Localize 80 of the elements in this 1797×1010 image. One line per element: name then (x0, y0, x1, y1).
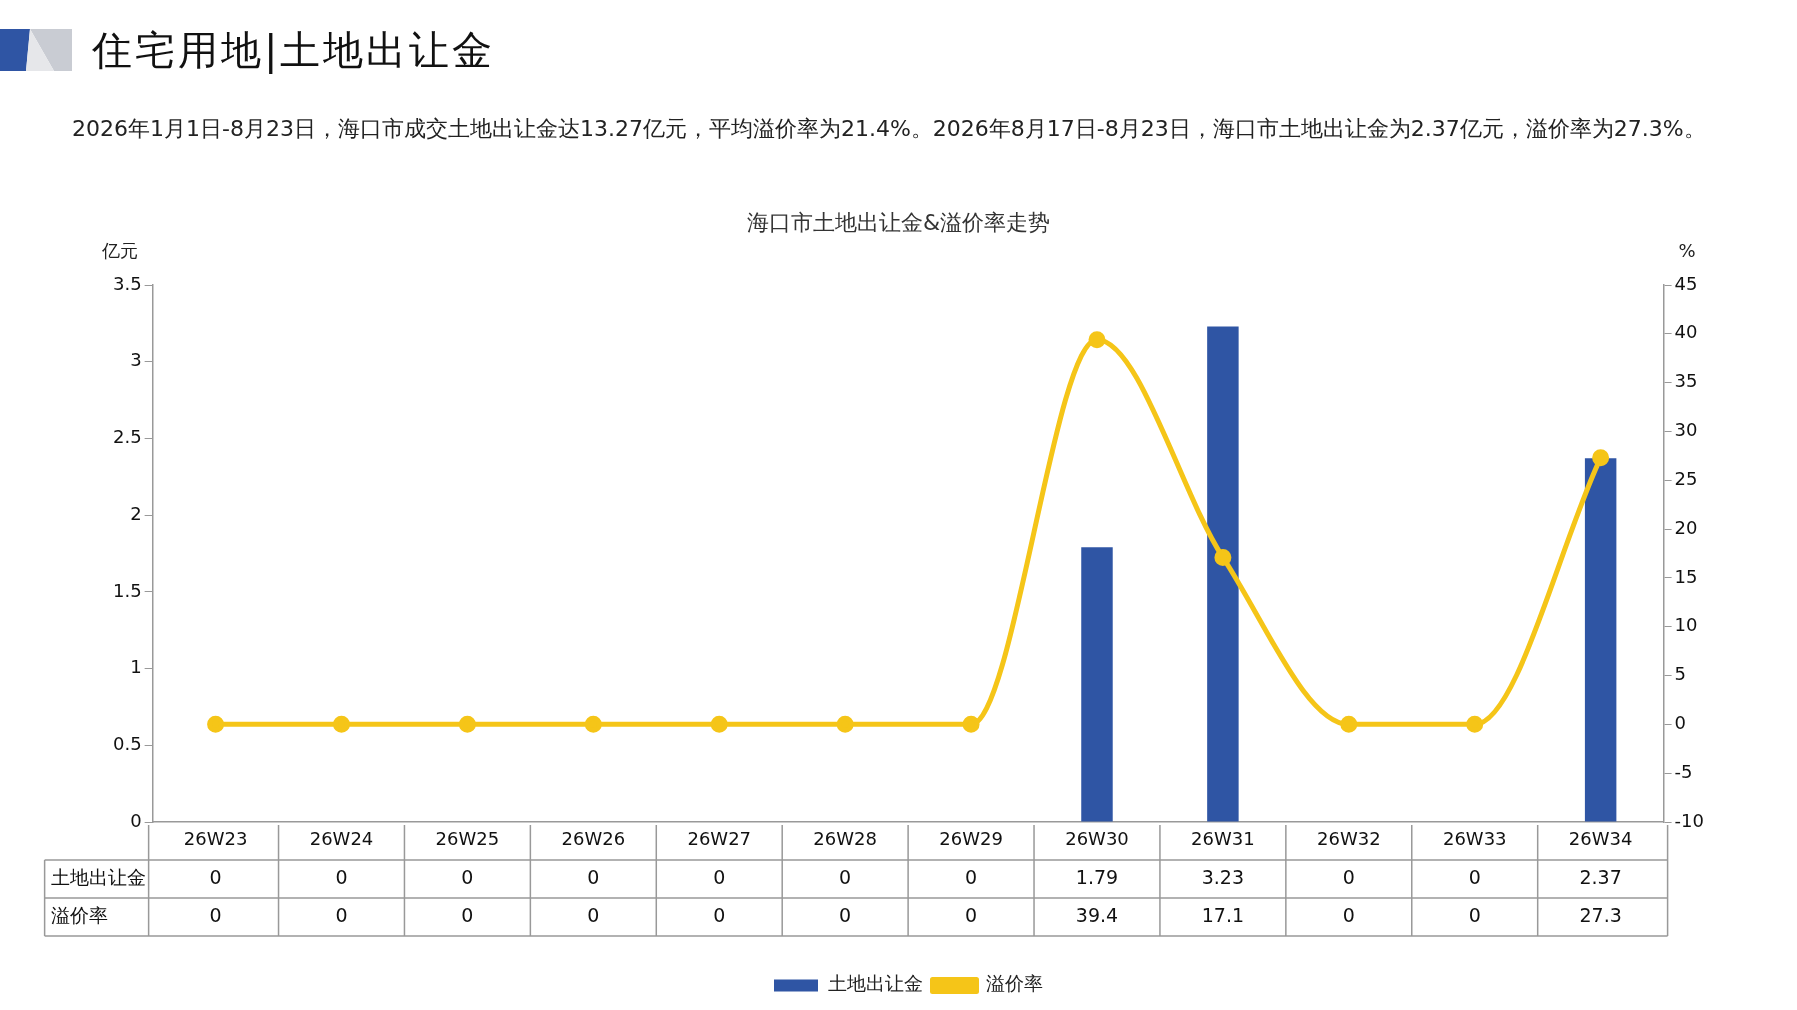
point (1088, 331, 1106, 349)
point (333, 715, 350, 733)
point (1340, 715, 1358, 733)
point (584, 715, 602, 733)
data-label: 0 (713, 903, 726, 926)
x-tick-label: 26W26 (561, 828, 626, 850)
y2-tick-label: 40 (1674, 321, 1698, 343)
legend-label: 溢价率 (986, 972, 1043, 995)
y-axis-title: 亿元 (101, 239, 138, 261)
y2-tick-label: 20 (1674, 516, 1698, 538)
bar (1584, 458, 1617, 822)
x-tick-label: 26W33 (1442, 828, 1507, 850)
x-tick-label: 26W23 (183, 828, 248, 850)
y2-tick-label: 10 (1674, 614, 1698, 636)
y2-tick-label: 5 (1674, 663, 1687, 685)
data-label: 39.4 (1075, 903, 1119, 926)
point (836, 715, 854, 733)
y-tick-label: 0 (130, 809, 142, 831)
data-label: 3.23 (1201, 865, 1245, 888)
data-label: 2.37 (1579, 865, 1622, 888)
point (962, 715, 980, 733)
data-label: 0 (335, 903, 348, 926)
data-label: 17.1 (1201, 903, 1245, 926)
y-tick-label: 3.5 (112, 272, 142, 294)
data-label: 0 (965, 865, 978, 888)
data-label: 0 (839, 865, 852, 888)
data-label: 0 (839, 903, 852, 926)
chart-title: 海口市土地出让金&溢价率走势 (745, 209, 1052, 237)
data-label: 27.3 (1579, 903, 1622, 926)
data-label: 0 (1468, 865, 1481, 888)
y2-axis-title: % (1678, 239, 1696, 261)
point (458, 715, 476, 733)
x-tick-label: 26W24 (309, 828, 374, 850)
legend-label: 土地出让金 (827, 972, 923, 995)
y2-tick-label: 25 (1674, 467, 1698, 489)
y-tick-label: 1.5 (112, 579, 142, 601)
x-tick-label: 26W34 (1568, 828, 1633, 850)
bar (1207, 326, 1239, 822)
y2-tick-label: -10 (1674, 809, 1705, 831)
bar (1081, 547, 1113, 822)
data-label: 0 (965, 903, 978, 926)
data-label: 0 (1468, 903, 1481, 926)
data-label: 1.79 (1075, 865, 1119, 888)
data-label: 0 (209, 865, 222, 888)
y-tick-label: 2 (130, 502, 142, 524)
x-tick-label: 26W31 (1191, 828, 1255, 850)
y2-tick-label: 30 (1674, 419, 1698, 441)
chart-subtitle: 2026年1月1日-8月23日，海口市成交土地出让金达13.27亿元，平均溢价率为21.4%。2026年8月17日-8月23日，海口市土地出让金为2.37亿元，溢价率为27.3%。 (72, 115, 1707, 143)
data-label: 0 (461, 903, 474, 926)
point (207, 715, 225, 733)
y2-tick-label: 15 (1674, 565, 1698, 587)
y-tick-label: 3 (130, 349, 142, 371)
text: 土地出让金 (50, 865, 146, 888)
data-label: 0 (1342, 903, 1355, 926)
x-tick-label: 26W25 (435, 828, 500, 850)
data-label: 0 (1342, 865, 1355, 888)
point (1214, 548, 1232, 566)
point (1592, 449, 1610, 467)
x-tick-label: 26W28 (813, 828, 877, 850)
y2-tick-label: 45 (1674, 272, 1698, 294)
point (710, 715, 728, 733)
x-tick-label: 26W32 (1317, 828, 1381, 850)
text: 住宅用地|土地出让金 (92, 25, 496, 76)
y2-tick-label: 35 (1674, 370, 1698, 392)
text: 溢价率 (50, 903, 108, 926)
x-tick-label: 26W29 (939, 828, 1003, 850)
data-label: 0 (587, 865, 600, 888)
y-tick-label: 1 (130, 656, 142, 678)
y-tick-label: 0.5 (112, 732, 142, 754)
y2-tick-label: -5 (1674, 760, 1693, 782)
point (1466, 715, 1484, 733)
y-tick-label: 2.5 (112, 426, 142, 448)
data-label: 0 (587, 903, 600, 926)
x-tick-label: 26W30 (1065, 828, 1129, 850)
data-label: 0 (209, 903, 222, 926)
data-label: 0 (461, 865, 474, 888)
x-tick-label: 26W27 (687, 828, 752, 850)
data-label: 0 (335, 865, 348, 888)
data-label: 0 (713, 865, 726, 888)
y2-tick-label: 0 (1674, 712, 1687, 734)
